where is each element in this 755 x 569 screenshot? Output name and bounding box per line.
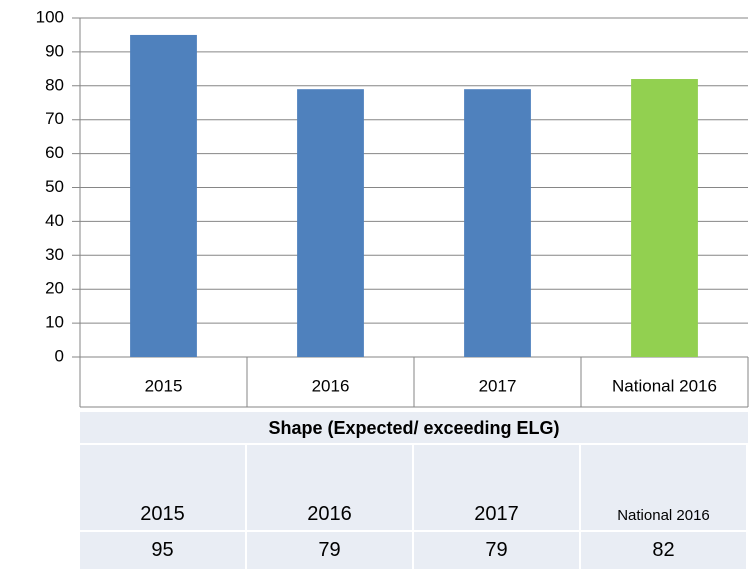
table-header: 2017 (414, 445, 581, 532)
table-header: 2016 (247, 445, 414, 532)
y-tick-label: 80 (45, 75, 64, 94)
x-tick-label: 2015 (145, 376, 183, 395)
y-tick-label: 0 (55, 346, 64, 365)
chart: 0 10 20 30 40 50 60 70 80 90 100 2015 2016 2017 Nation… (36, 7, 749, 408)
y-tick-label: 90 (45, 41, 64, 60)
table-value: 79 (414, 532, 581, 569)
y-tick-label: 10 (45, 313, 64, 332)
table-title: Shape (Expected/ exceeding ELG) (80, 412, 748, 445)
x-tick-label: National 2016 (612, 376, 717, 395)
y-tick-label: 60 (45, 143, 64, 162)
y-tick-label: 70 (45, 109, 64, 128)
y-tick-label: 50 (45, 177, 64, 196)
table-header: National 2016 (581, 445, 748, 532)
y-tick-label: 20 (45, 279, 64, 298)
y-tick-label: 40 (45, 211, 64, 230)
bar (631, 79, 698, 358)
bar (297, 89, 364, 357)
table-header: 2015 (80, 445, 247, 532)
x-tick-label: 2016 (312, 376, 350, 395)
bar (464, 89, 531, 357)
data-table: Shape (Expected/ exceeding ELG) 2015 95 20… (80, 412, 748, 569)
x-tick-label: 2017 (479, 376, 517, 395)
table-value: 95 (80, 532, 247, 569)
table-value: 79 (247, 532, 414, 569)
y-tick-label: 100 (36, 7, 64, 26)
bar (130, 34, 197, 357)
y-tick-label: 30 (45, 245, 64, 264)
table-value: 82 (581, 532, 748, 569)
